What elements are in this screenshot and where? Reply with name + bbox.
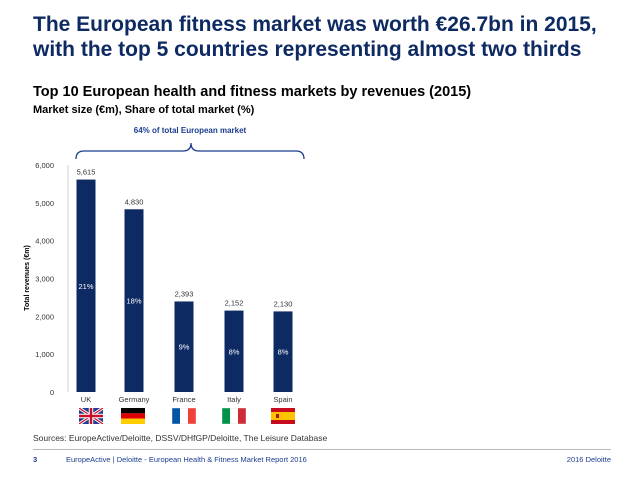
y-tick-label: 4,000: [35, 237, 54, 246]
bracket-label: 64% of total European market: [134, 126, 247, 135]
germany-flag-icon: [121, 408, 145, 424]
value-label: 2,152: [225, 299, 244, 308]
value-label: 2,393: [175, 289, 194, 298]
y-axis-title: Total revenues (€m): [24, 245, 31, 311]
y-tick-label: 6,000: [35, 161, 54, 170]
value-label: 5,615: [77, 168, 96, 177]
share-label: 21%: [78, 282, 93, 291]
y-tick-label: 0: [50, 388, 54, 397]
category-label: Italy: [227, 395, 241, 404]
share-label: 18%: [126, 297, 141, 306]
category-label: France: [172, 395, 195, 404]
bar-france: [174, 301, 194, 392]
france-flag-icon: [172, 408, 196, 424]
page-number: 3: [33, 455, 38, 464]
category-label: Spain: [273, 395, 292, 404]
footer-copyright: 2016 Deloitte: [566, 455, 611, 464]
share-label: 8%: [229, 347, 240, 356]
bar-germany: [124, 209, 144, 392]
y-tick-label: 3,000: [35, 275, 54, 284]
category-label: UK: [81, 395, 91, 404]
footer-text: EuropeActive | Deloitte - European Healt…: [66, 455, 307, 464]
y-tick-label: 2,000: [35, 312, 54, 321]
bar-spain: [273, 311, 293, 392]
bar-italy: [224, 310, 244, 392]
value-label: 2,130: [274, 299, 293, 308]
value-label: 4,830: [125, 197, 144, 206]
footer-divider: [33, 449, 611, 450]
bracket: [75, 142, 305, 160]
share-label: 9%: [179, 343, 190, 352]
share-label: 8%: [278, 348, 289, 357]
y-tick-label: 1,000: [35, 350, 54, 359]
uk-flag-icon: [79, 408, 103, 424]
metric-label: Market size (€m), Share of total market …: [33, 104, 255, 116]
category-label: Germany: [119, 395, 150, 404]
headline: The European fitness market was worth €2…: [33, 13, 597, 61]
y-tick-label: 5,000: [35, 199, 54, 208]
italy-flag-icon: [222, 408, 246, 424]
bar-uk: [76, 179, 96, 392]
spain-flag-icon: [271, 408, 295, 424]
source-note: Sources: EuropeActive/Deloitte, DSSV/DHf…: [33, 433, 328, 443]
chart-subtitle: Top 10 European health and fitness marke…: [33, 84, 472, 100]
